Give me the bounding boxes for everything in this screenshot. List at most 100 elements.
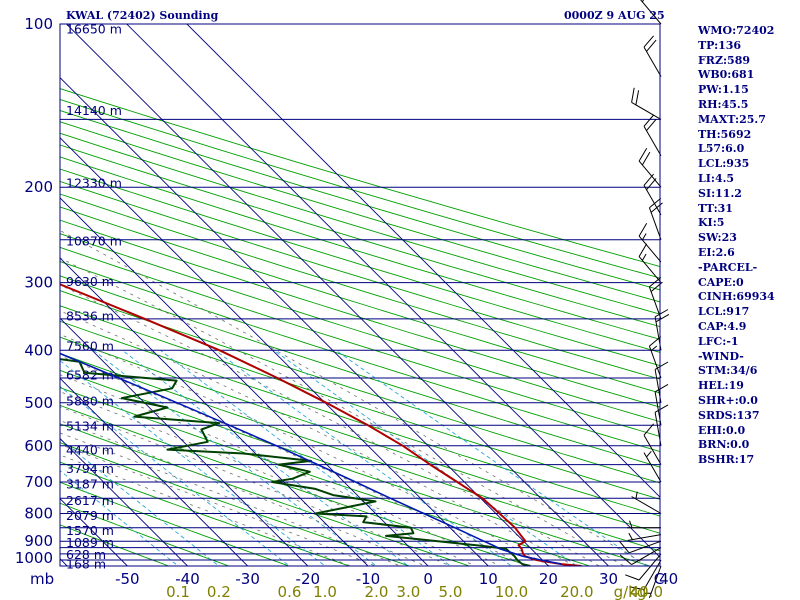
isotherm	[126, 24, 660, 558]
wind-barb-staff	[643, 434, 662, 465]
x-unit-label: C	[654, 570, 664, 588]
temperature-tick-label: -10	[356, 570, 381, 588]
wind-barb	[629, 559, 662, 590]
wind-barb-staff	[631, 547, 662, 566]
wind-barb-staff	[643, 452, 662, 483]
dry-adiabat	[60, 246, 660, 437]
height-label: 2617 m	[66, 493, 114, 508]
wind-barb-feather	[643, 423, 654, 436]
mixing-ratio-tick-label: 2.0	[365, 583, 389, 600]
wind-barb	[631, 491, 662, 514]
isotherm	[60, 437, 188, 566]
wind-barb-feather	[646, 118, 657, 131]
wind-barb-feather	[638, 243, 648, 257]
index-item: EHI:0.0	[698, 423, 746, 437]
wind-barb-feather	[619, 541, 630, 554]
pressure-label: 200	[24, 178, 53, 196]
index-item: L57:6.0	[698, 142, 745, 156]
index-item: LFC:-1	[698, 334, 739, 348]
mixing-ratio-tick-label: 3.0	[396, 583, 420, 600]
temperature-tick-label: -50	[115, 570, 140, 588]
dry-adiabat	[60, 336, 660, 534]
index-item: MAXT:25.7	[698, 112, 766, 126]
moist-adiabat	[60, 420, 427, 566]
temperature-tick-label: 30	[599, 570, 618, 588]
wind-barb	[625, 553, 662, 581]
index-item: SW:23	[698, 231, 737, 245]
temperature-tick-label: 10	[479, 570, 498, 588]
height-label: 5880 m	[66, 393, 114, 408]
isotherm	[60, 76, 549, 566]
pressure-unit-label: mb	[30, 570, 54, 588]
wind-barb-feather	[649, 277, 662, 288]
index-item: TT:31	[698, 201, 733, 215]
wind-barb	[654, 404, 669, 446]
wind-barb	[654, 383, 669, 426]
height-label: 8536 m	[66, 308, 114, 323]
wind-barb-feather	[654, 309, 669, 318]
wind-barb-feather	[654, 404, 669, 413]
mixing-ratio-tick-label: 5.0	[439, 583, 463, 600]
dry-adiabat	[60, 98, 660, 279]
wind-barb	[654, 309, 670, 351]
wind-barb	[627, 520, 661, 529]
wind-barb-feather	[629, 586, 645, 590]
wind-barb-feather	[643, 35, 654, 48]
index-item: KI:5	[698, 216, 725, 230]
index-item: SHR+:0.0	[698, 393, 758, 407]
dry-adiabat	[60, 110, 660, 291]
wind-barb-feather	[643, 114, 654, 127]
isotherm	[60, 377, 249, 566]
wind-barb-feather	[650, 345, 658, 352]
wind-barb-staff	[648, 565, 662, 599]
dry-adiabat	[60, 387, 592, 566]
wind-barb	[627, 532, 662, 541]
wind-barb-feather	[641, 0, 645, 3]
index-item: WB0:681	[698, 68, 755, 82]
index-item: -WIND-	[698, 349, 744, 363]
temperature-line	[60, 283, 582, 566]
index-item: BSHR:17	[698, 453, 755, 467]
profile-lines	[60, 283, 582, 566]
wind-barb	[643, 450, 662, 483]
height-label: 3794 m	[66, 461, 114, 476]
wind-barb	[631, 87, 662, 120]
dry-adiabat	[60, 206, 660, 394]
height-label: 5134 m	[66, 418, 114, 433]
index-item: WMO:72402	[698, 24, 775, 37]
wind-barb-staff	[648, 286, 662, 320]
mixing-ratio-line	[160, 349, 452, 566]
index-item: -PARCEL-	[698, 260, 758, 274]
wind-barb	[638, 243, 662, 283]
temperature-tick-label: 20	[539, 570, 558, 588]
wind-barb-feather	[646, 39, 657, 52]
index-item: CINH:69934	[698, 290, 775, 304]
wind-barb	[640, 0, 662, 25]
wind-barb	[619, 540, 662, 554]
wind-barb	[643, 35, 662, 77]
wind-barb-staff	[640, 0, 662, 25]
moist-adiabat	[60, 443, 377, 566]
pressure-label: 800	[24, 504, 53, 522]
isotherm	[66, 24, 609, 566]
mixing-ratio-tick-label: 1.0	[313, 583, 337, 600]
wind-barb-feather	[635, 491, 638, 500]
wind-barb-staff	[648, 207, 662, 240]
valid-time: 0000Z 9 AUG 25	[564, 9, 665, 22]
mixing-ratio-tick-label: 40.0	[630, 583, 663, 600]
dry-adiabat	[60, 121, 660, 303]
wind-barb-feather	[619, 554, 632, 565]
index-item: TP:136	[698, 38, 742, 52]
wind-barb-staff	[643, 126, 662, 156]
temperature-tick-label: -20	[296, 570, 321, 588]
index-item: HEL:19	[698, 379, 744, 393]
wind-barb-feather	[655, 313, 670, 323]
pressure-label: 500	[24, 394, 53, 412]
dry-adiabat	[60, 404, 531, 566]
pressure-label: 1000	[15, 549, 53, 567]
mixing-ratio-line	[60, 360, 326, 566]
wind-barb-feather	[654, 383, 669, 393]
temperature-tick-label: -30	[235, 570, 260, 588]
wind-barb-feather	[641, 253, 647, 261]
wind-barb-staff	[638, 256, 662, 283]
